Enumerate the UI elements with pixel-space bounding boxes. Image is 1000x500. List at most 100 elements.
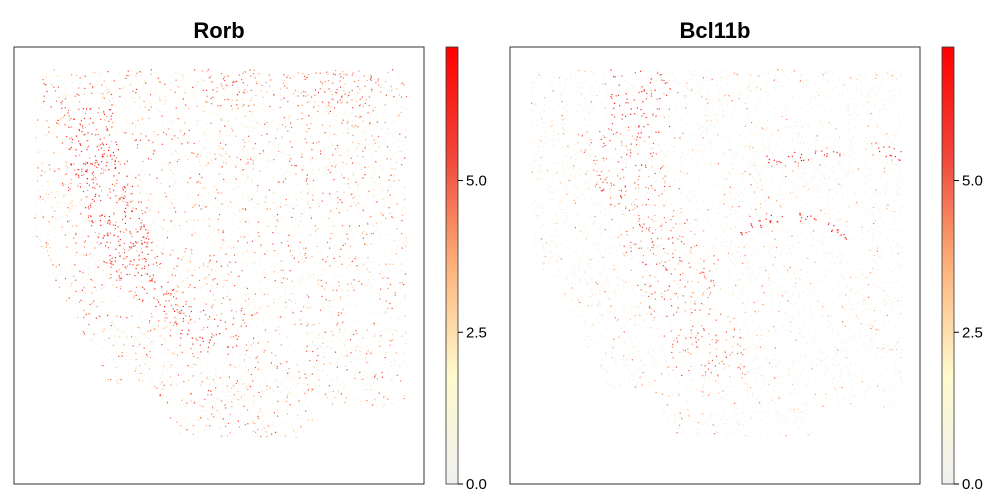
scatter-point bbox=[220, 298, 222, 300]
scatter-point bbox=[212, 379, 215, 381]
scatter-point bbox=[91, 97, 94, 99]
scatter-point bbox=[402, 296, 404, 299]
scatter-point bbox=[169, 162, 171, 164]
scatter-point bbox=[240, 159, 242, 161]
scatter-point bbox=[66, 272, 68, 274]
scatter-point bbox=[331, 404, 333, 406]
scatter-point bbox=[334, 397, 336, 399]
scatter-point bbox=[35, 140, 37, 142]
scatter-point bbox=[125, 99, 127, 102]
scatter-point bbox=[206, 390, 208, 392]
scatter-point bbox=[196, 156, 198, 158]
scatter-point bbox=[151, 316, 153, 318]
scatter-point bbox=[346, 102, 348, 104]
scatter-point bbox=[334, 363, 336, 365]
scatter-point bbox=[101, 365, 103, 367]
scatter-point bbox=[178, 283, 180, 285]
scatter-point bbox=[174, 322, 176, 324]
scatter-point bbox=[202, 262, 204, 264]
scatter-point bbox=[311, 161, 313, 163]
scatter-point bbox=[271, 352, 273, 354]
scatter-point bbox=[176, 323, 178, 325]
scatter-point bbox=[251, 97, 253, 99]
scatter-point bbox=[391, 295, 393, 297]
scatter-point bbox=[169, 321, 171, 324]
scatter-point bbox=[152, 339, 155, 341]
scatter-point bbox=[238, 275, 240, 277]
scatter-point bbox=[183, 380, 185, 383]
scatter-point bbox=[247, 389, 249, 391]
scatter-point bbox=[149, 209, 151, 211]
scatter-point bbox=[310, 135, 312, 137]
scatter-point bbox=[81, 253, 83, 255]
scatter-point bbox=[251, 247, 253, 249]
scatter-point bbox=[182, 305, 184, 307]
scatter-point bbox=[223, 241, 225, 243]
scatter-point bbox=[226, 187, 228, 189]
scatter-point bbox=[36, 112, 38, 115]
scatter-point bbox=[230, 302, 232, 304]
scatter-point bbox=[170, 89, 172, 91]
scatter-point bbox=[405, 74, 408, 76]
scatter-point bbox=[291, 300, 293, 303]
scatter-point bbox=[286, 87, 288, 89]
scatter-point bbox=[67, 169, 69, 171]
scatter-point bbox=[378, 141, 380, 143]
scatter-point bbox=[396, 216, 398, 218]
scatter-point bbox=[257, 160, 259, 162]
scatter-point bbox=[195, 245, 197, 247]
scatter-point bbox=[248, 105, 250, 107]
scatter-point bbox=[125, 207, 127, 209]
scatter-point bbox=[159, 335, 161, 337]
scatter-point bbox=[124, 359, 126, 361]
scatter-point bbox=[113, 284, 115, 286]
scatter-point bbox=[384, 80, 386, 83]
scatter-point bbox=[258, 255, 260, 257]
scatter-point bbox=[203, 285, 205, 287]
scatter-point bbox=[309, 197, 311, 199]
scatter-point bbox=[86, 196, 88, 198]
scatter-point bbox=[89, 108, 91, 110]
scatter-point bbox=[238, 279, 240, 281]
scatter-point bbox=[219, 123, 221, 125]
scatter-point bbox=[187, 270, 190, 272]
scatter-point bbox=[208, 225, 210, 227]
scatter-point bbox=[159, 389, 161, 391]
scatter-point bbox=[146, 273, 149, 275]
scatter-point bbox=[242, 211, 244, 213]
scatter-point bbox=[143, 85, 145, 87]
scatter-point bbox=[287, 202, 289, 204]
scatter-point bbox=[138, 264, 140, 266]
scatter-point bbox=[352, 240, 354, 242]
scatter-point bbox=[290, 406, 292, 408]
scatter-point bbox=[260, 410, 262, 412]
scatter-point bbox=[297, 414, 299, 416]
scatter-point bbox=[150, 313, 152, 315]
scatter-point bbox=[369, 78, 372, 80]
scatter-point bbox=[376, 396, 378, 398]
scatter-point bbox=[181, 259, 183, 261]
scatter-point bbox=[46, 228, 48, 230]
scatter-point bbox=[109, 242, 111, 244]
scatter-point bbox=[301, 112, 303, 114]
scatter-point bbox=[241, 117, 243, 119]
scatter-point bbox=[280, 138, 282, 140]
scatter-point bbox=[399, 365, 401, 367]
scatter-point bbox=[344, 149, 346, 151]
scatter-point bbox=[101, 348, 103, 350]
scatter-point bbox=[325, 258, 327, 260]
scatter-point bbox=[129, 92, 131, 94]
scatter-point bbox=[304, 293, 307, 295]
scatter-point bbox=[329, 172, 331, 174]
scatter-point bbox=[114, 344, 116, 346]
scatter-point bbox=[311, 417, 313, 420]
scatter-point bbox=[185, 127, 187, 129]
scatter-point bbox=[87, 140, 89, 142]
scatter-point bbox=[122, 137, 124, 139]
scatter-point bbox=[227, 390, 229, 392]
scatter-point bbox=[164, 342, 166, 344]
scatter-point bbox=[277, 272, 279, 274]
scatter-point bbox=[105, 89, 107, 92]
scatter-point bbox=[225, 392, 227, 394]
scatter-point bbox=[395, 355, 398, 357]
